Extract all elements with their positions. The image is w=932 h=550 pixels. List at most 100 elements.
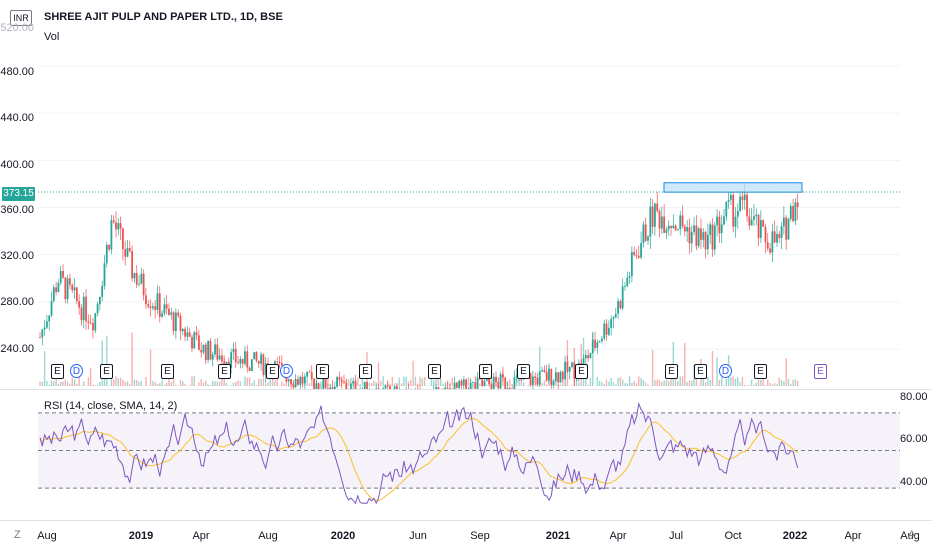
volume-bar — [709, 379, 711, 386]
volume-bar — [205, 380, 207, 386]
earnings-marker[interactable]: E — [814, 364, 827, 379]
volume-bar — [216, 381, 219, 386]
volume-bar — [476, 382, 479, 386]
earnings-marker[interactable]: E — [754, 364, 767, 379]
volume-bar — [324, 382, 327, 386]
earnings-marker[interactable]: E — [218, 364, 231, 379]
volume-bar — [776, 384, 778, 386]
candle-body — [66, 278, 69, 300]
rsi-label[interactable]: RSI (14, close, SMA, 14, 2) — [44, 400, 178, 412]
candle-body — [502, 374, 504, 378]
earnings-marker[interactable]: E — [359, 364, 372, 379]
candle-body — [667, 225, 670, 230]
volume-bar — [345, 380, 348, 386]
volume-label[interactable]: Vol — [44, 31, 60, 43]
dividend-marker[interactable]: D — [719, 364, 732, 378]
volume-bar — [188, 385, 191, 386]
volume-bar — [39, 381, 41, 386]
volume-bar — [396, 384, 398, 386]
volume-bar — [421, 378, 424, 386]
volume-bar — [483, 384, 486, 386]
time-axis-label: Aug — [37, 530, 57, 542]
volume-bar — [651, 349, 654, 386]
candle-body — [596, 342, 599, 348]
candle-body — [255, 352, 258, 361]
volume-bar — [299, 377, 301, 386]
candle-body — [163, 304, 166, 314]
volume-bar — [334, 381, 336, 386]
candle-body — [161, 313, 163, 317]
candle-body — [39, 337, 41, 339]
candle-body — [140, 273, 143, 284]
earnings-marker[interactable]: E — [100, 364, 113, 379]
candle-body — [264, 363, 267, 375]
zoom-button[interactable]: Z — [14, 529, 21, 541]
rsi-chart[interactable] — [38, 390, 900, 520]
earnings-marker[interactable]: E — [479, 364, 492, 379]
earnings-marker[interactable]: E — [316, 364, 329, 379]
candle-body — [762, 220, 765, 227]
earnings-marker[interactable]: E — [266, 364, 279, 379]
candle-body — [147, 304, 150, 307]
candle-body — [168, 308, 170, 315]
volume-bar — [534, 376, 536, 386]
symbol-title[interactable]: SHREE AJIT PULP AND PAPER LTD., 1D, BSE — [44, 11, 283, 23]
volume-bar — [451, 377, 453, 386]
volume-bar — [80, 385, 83, 386]
candle-body — [607, 327, 610, 335]
volume-bar — [529, 379, 532, 386]
volume-bar — [129, 384, 131, 386]
candle-body — [354, 381, 357, 390]
volume-bar — [103, 378, 106, 386]
volume-bar — [578, 382, 580, 386]
earnings-marker[interactable]: E — [428, 364, 441, 379]
auto-scale-button[interactable]: A — [908, 529, 915, 541]
volume-bar — [119, 377, 122, 386]
candle-body — [158, 293, 161, 317]
candle-body — [297, 379, 299, 385]
volume-bar — [446, 380, 449, 386]
volume-bar — [746, 385, 748, 386]
candle-body — [241, 359, 244, 364]
candle-body — [718, 216, 721, 234]
volume-bar — [555, 378, 557, 386]
volume-bar — [670, 378, 672, 386]
volume-bar — [122, 379, 124, 386]
candle-body — [624, 285, 626, 287]
earnings-marker[interactable]: E — [51, 364, 64, 379]
candle-body — [218, 355, 221, 360]
earnings-marker[interactable]: E — [665, 364, 678, 379]
currency-badge[interactable]: INR — [10, 10, 32, 26]
candle-body — [308, 371, 311, 373]
earnings-marker[interactable]: E — [517, 364, 530, 379]
volume-bar — [435, 377, 437, 386]
earnings-marker[interactable]: E — [575, 364, 588, 379]
earnings-marker[interactable]: E — [161, 364, 174, 379]
volume-bar — [239, 381, 242, 386]
candle-body — [396, 386, 398, 390]
candle-body — [112, 220, 115, 223]
candle-body — [587, 355, 590, 359]
price-chart[interactable] — [38, 0, 900, 390]
dividend-marker[interactable]: D — [70, 364, 83, 378]
candle-body — [460, 380, 463, 386]
candle-body — [299, 376, 302, 385]
volume-bar — [140, 381, 143, 386]
earnings-marker[interactable]: E — [694, 364, 707, 379]
dividend-marker[interactable]: D — [280, 364, 293, 378]
candle-body — [605, 323, 608, 335]
volume-bar — [499, 379, 502, 386]
candle-body — [82, 296, 85, 320]
volume-bar — [393, 383, 396, 386]
pane-divider[interactable] — [0, 389, 932, 390]
volume-bar — [350, 384, 352, 386]
volume-bar — [288, 385, 290, 386]
volume-bar — [354, 380, 357, 386]
volume-bar — [674, 376, 677, 386]
volume-bar — [631, 382, 633, 386]
candle-body — [50, 301, 53, 316]
candle-body — [200, 349, 203, 353]
volume-bar — [433, 380, 435, 386]
candle-body — [776, 233, 778, 243]
volume-bar — [87, 377, 90, 386]
